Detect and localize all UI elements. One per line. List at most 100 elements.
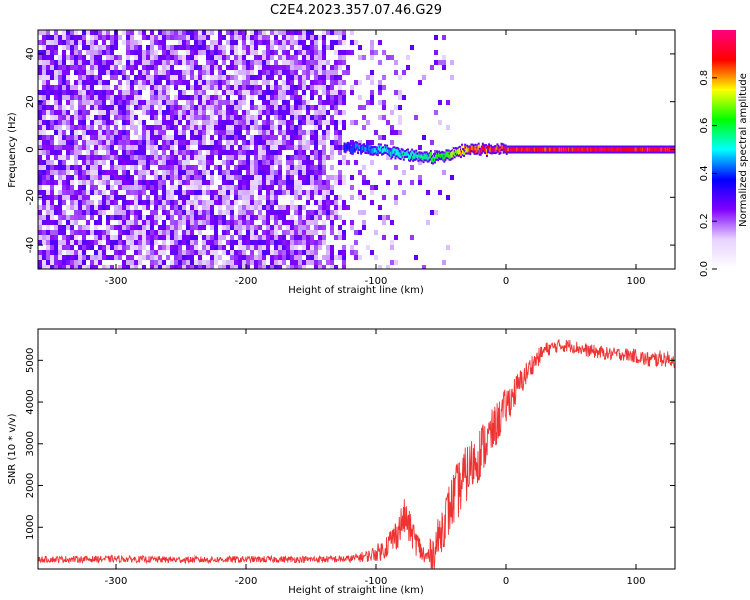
spectrogram-cell	[90, 170, 94, 175]
spectrogram-cell	[46, 30, 50, 35]
carrier-mark	[531, 147, 534, 152]
spectrogram-cell	[314, 250, 318, 255]
spectrogram-cell	[214, 150, 218, 155]
carrier-mark	[571, 147, 574, 152]
spectrogram-cell	[82, 40, 86, 45]
spectrogram-cell	[106, 155, 110, 160]
spectrogram-cell	[142, 220, 146, 225]
spectrogram-cell	[94, 145, 98, 150]
spectrogram-cell	[86, 220, 90, 225]
carrier-mark	[604, 147, 607, 152]
spectrogram-cell	[238, 195, 242, 200]
spectrogram-cell	[174, 105, 178, 110]
spectrogram-cell	[342, 220, 346, 225]
spectrogram-cell	[90, 160, 94, 165]
spectrogram-cell	[298, 125, 302, 130]
spectrogram-cell	[94, 185, 98, 190]
spectrogram-cell	[230, 265, 234, 269]
spectrogram-cell	[38, 120, 42, 125]
carrier-mark	[478, 149, 481, 154]
spectrogram-cell	[138, 230, 142, 235]
spectrogram-cell	[66, 95, 70, 100]
spectrogram-cell	[174, 185, 178, 190]
spectrogram-cell	[234, 265, 238, 269]
spectrogram-cell	[310, 260, 314, 265]
spectrogram-cell	[38, 220, 42, 225]
spectrogram-cell	[258, 210, 262, 215]
spectrogram-cell	[322, 45, 326, 50]
spectrogram-cell	[234, 150, 238, 155]
spectrogram-cell	[294, 235, 298, 240]
spectrogram-cell	[50, 60, 54, 65]
carrier-mark	[396, 148, 399, 156]
spectrogram-cell	[302, 265, 306, 269]
spectrogram-cell	[314, 190, 318, 195]
carrier-mark	[418, 153, 421, 158]
spectrogram-cell	[254, 185, 258, 190]
spectrogram-cell	[130, 175, 134, 180]
spectrogram-cell	[254, 60, 258, 65]
spectrogram-cell	[138, 160, 142, 165]
spectrogram-cell	[134, 50, 138, 55]
spectrogram-cell	[298, 30, 302, 35]
spectrogram-cell	[274, 70, 278, 75]
spectrogram-cell	[62, 130, 66, 135]
spectrogram-cell	[98, 50, 102, 55]
spectrogram-cell	[190, 240, 194, 245]
carrier-mark	[586, 147, 589, 152]
spectrogram-cell	[210, 30, 214, 35]
carrier-mark	[645, 147, 648, 152]
spectrogram-cell	[246, 60, 250, 65]
carrier-mark	[417, 154, 420, 160]
spectrogram-cell	[82, 255, 86, 260]
spectrogram-cell	[58, 40, 62, 45]
spectrogram-cell	[134, 200, 138, 205]
carrier-mark	[552, 147, 555, 152]
spectrogram-cell	[278, 85, 282, 90]
spectrogram-cell	[310, 30, 314, 35]
spectrogram-cell	[302, 75, 306, 80]
carrier-mark	[476, 146, 479, 153]
spectrogram-cell	[42, 100, 46, 105]
spectrogram-cell	[358, 195, 362, 200]
spectrogram-cell	[198, 100, 202, 105]
spectrogram-cell	[306, 225, 310, 230]
spectrogram-cell	[298, 75, 302, 80]
spectrogram-cell	[286, 105, 290, 110]
spectrogram-cell	[126, 35, 130, 40]
spectrogram-cell	[334, 80, 338, 85]
spectrogram-cell	[174, 230, 178, 235]
spectrogram-cell	[122, 155, 126, 160]
spectrogram-cell	[106, 200, 110, 205]
spectrogram-cell	[78, 95, 82, 100]
carrier-mark	[426, 154, 429, 161]
spectrogram-cell	[70, 95, 74, 100]
carrier-mark	[530, 147, 533, 152]
spectrogram-cell	[166, 120, 170, 125]
spectrogram-cell	[70, 140, 74, 145]
spectrogram-cell	[38, 240, 42, 245]
spectrogram-cell	[338, 50, 342, 55]
spectrogram-cell	[110, 50, 114, 55]
spectrogram-cell	[90, 70, 94, 75]
spectrogram-cell	[242, 45, 246, 50]
spectrogram-cell	[270, 70, 274, 75]
spectrogram-cell	[286, 125, 290, 130]
spectrogram-cell	[238, 115, 242, 120]
spectrogram-cell	[70, 265, 74, 269]
spectrogram-cell	[50, 210, 54, 215]
spectrogram-cell	[266, 60, 270, 65]
spectrogram-cell	[94, 260, 98, 265]
spectrogram-cell	[70, 115, 74, 120]
spectrogram-cell	[254, 200, 258, 205]
spectrogram-cell	[78, 40, 82, 45]
spectrogram-cell	[226, 230, 230, 235]
spectrogram-cell	[62, 90, 66, 95]
spectrogram-cell	[138, 100, 142, 105]
x-tick-label: -200	[235, 576, 258, 587]
spectrogram-cell	[154, 145, 158, 150]
spectrogram-cell	[186, 260, 190, 265]
spectrogram-cell	[66, 40, 70, 45]
spectrogram-cell	[206, 145, 210, 150]
spectrogram-cell	[302, 95, 306, 100]
